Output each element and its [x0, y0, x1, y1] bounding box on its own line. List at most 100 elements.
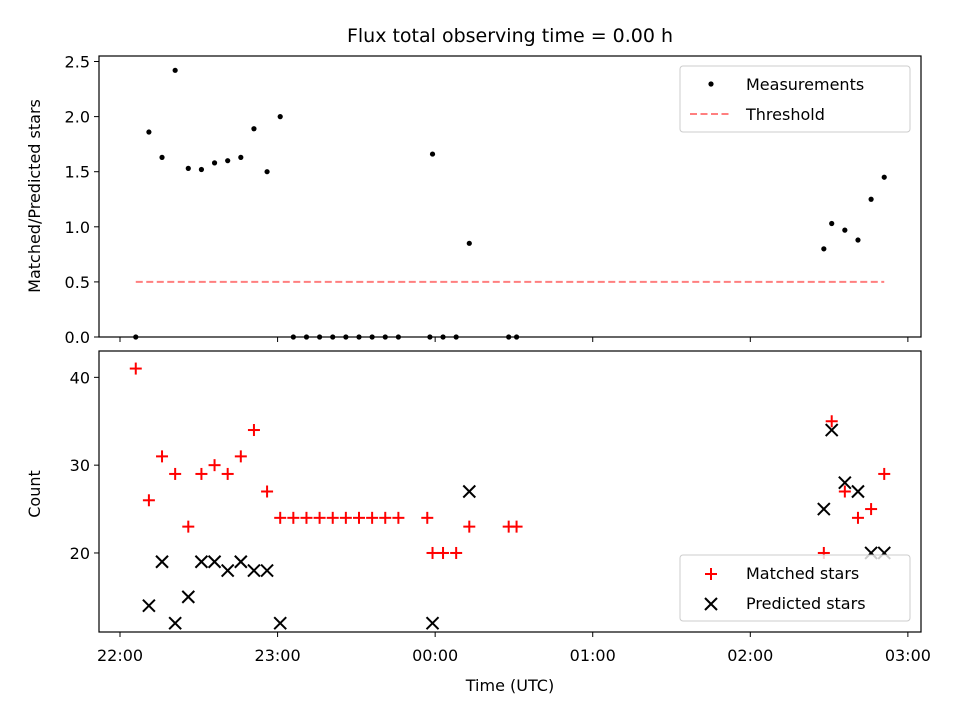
predicted-star-point [838, 476, 852, 490]
matched-star-point [510, 520, 523, 533]
top-panel: Flux total observing time = 0.00 h Match… [25, 25, 922, 347]
matched-star-point [851, 511, 864, 524]
measurement-point [146, 129, 152, 135]
matched-star-point [221, 467, 234, 480]
matched-star-point [142, 494, 155, 507]
top-legend: Measurements Threshold [679, 65, 911, 133]
predicted-star-point [825, 423, 839, 437]
predicted-star-point [247, 563, 261, 578]
matched-star-point [234, 450, 247, 463]
y-tick-label: 2.5 [65, 53, 90, 72]
predicted-star-point [220, 563, 235, 578]
measurement-point [185, 165, 191, 171]
x-tick-label: 22:00 [97, 646, 143, 665]
matched-star-point [437, 546, 450, 559]
matched-star-point [463, 520, 476, 533]
measurement-point [198, 166, 205, 173]
matched-star-point [300, 511, 313, 524]
bottom-y-ticks: 20 30 40 [70, 368, 99, 563]
measurement-point [356, 334, 362, 340]
matched-star-point [274, 511, 287, 524]
matched-star-point [129, 362, 142, 375]
y-tick-label: 0.0 [65, 328, 90, 347]
predicted-star-point [194, 555, 209, 569]
predicted-star-point [142, 598, 156, 613]
measurement-point [317, 334, 323, 340]
legend-predicted-marker [704, 597, 718, 611]
predicted-star-point [425, 616, 440, 630]
y-tick-label: 20 [70, 544, 90, 563]
matched-star-point [878, 467, 891, 480]
matched-star-point [339, 511, 352, 524]
matched-star-point [838, 485, 851, 498]
y-tick-label: 2.0 [65, 108, 90, 127]
matched-star-point [865, 503, 878, 516]
x-tick-label: 23:00 [255, 646, 301, 665]
measurement-point [842, 227, 848, 233]
bottom-plot-frame [98, 350, 922, 633]
measurement-point [829, 220, 835, 227]
matched-star-point [287, 511, 300, 524]
predicted-star-point [234, 555, 248, 569]
measurement-point [303, 334, 310, 340]
measurement-point [225, 158, 231, 164]
measurement-point [453, 334, 459, 340]
matched-star-point [247, 424, 260, 437]
measurement-point [466, 240, 472, 246]
matched-star-point [421, 511, 434, 524]
y-tick-label: 1.5 [65, 163, 90, 182]
measurement-point [277, 114, 283, 120]
matched-star-point [313, 511, 326, 524]
measurement-point [330, 334, 336, 340]
measurement-point [133, 334, 139, 340]
top-data-marks [133, 67, 887, 340]
measurement-point [172, 67, 178, 73]
y-tick-label: 0.5 [65, 273, 90, 292]
x-tick-label: 02:00 [727, 646, 773, 665]
matched-star-point [379, 511, 392, 524]
x-tick-label: 00:00 [412, 646, 458, 665]
bottom-data-marks [129, 362, 891, 630]
matched-star-point [450, 546, 463, 559]
matched-star-point [182, 520, 195, 533]
bottom-x-ticks: 22:00 23:00 00:00 01:00 02:00 03:00 [97, 632, 931, 665]
y-tick-label: 1.0 [65, 218, 90, 237]
top-panel-title: Flux total observing time = 0.00 h [347, 25, 673, 47]
matched-star-point [261, 485, 274, 498]
measurement-point [238, 154, 244, 160]
predicted-star-point [155, 555, 169, 569]
matched-star-point [195, 467, 208, 480]
legend-predicted-label: Predicted stars [746, 594, 866, 613]
predicted-star-point [260, 563, 274, 578]
measurement-point [343, 334, 349, 340]
bottom-y-axis-label: Count [25, 470, 44, 518]
measurement-point [868, 196, 874, 202]
measurement-point [369, 334, 375, 340]
top-x-ticks [119, 337, 909, 342]
matched-star-point [366, 511, 379, 524]
legend-matched-marker [705, 568, 717, 580]
measurement-point [429, 151, 436, 157]
matched-star-point [392, 511, 405, 524]
predicted-star-point [273, 616, 287, 630]
y-tick-label: 40 [70, 368, 90, 387]
top-y-ticks: 0.0 0.5 1.0 1.5 2.0 2.5 [65, 53, 99, 347]
matched-star-point [326, 511, 339, 524]
measurement-point [513, 334, 520, 340]
measurement-point [821, 246, 827, 252]
legend-threshold-label: Threshold [745, 105, 825, 124]
matched-star-point [156, 450, 169, 463]
predicted-star-point [181, 590, 195, 604]
legend-matched-label: Matched stars [746, 564, 859, 583]
predicted-star-point [851, 484, 865, 499]
predicted-star-point [817, 502, 831, 516]
bottom-legend-box [679, 554, 911, 622]
bottom-panel: Count Time (UTC) 22:00 23:00 00:00 01:00 02:… [25, 350, 931, 695]
measurement-point [440, 334, 446, 340]
measurement-point [264, 169, 270, 175]
matched-star-point [208, 459, 221, 472]
top-y-axis-label: Matched/Predicted stars [25, 99, 44, 293]
predicted-star-point [168, 616, 182, 630]
measurement-point [881, 174, 887, 180]
